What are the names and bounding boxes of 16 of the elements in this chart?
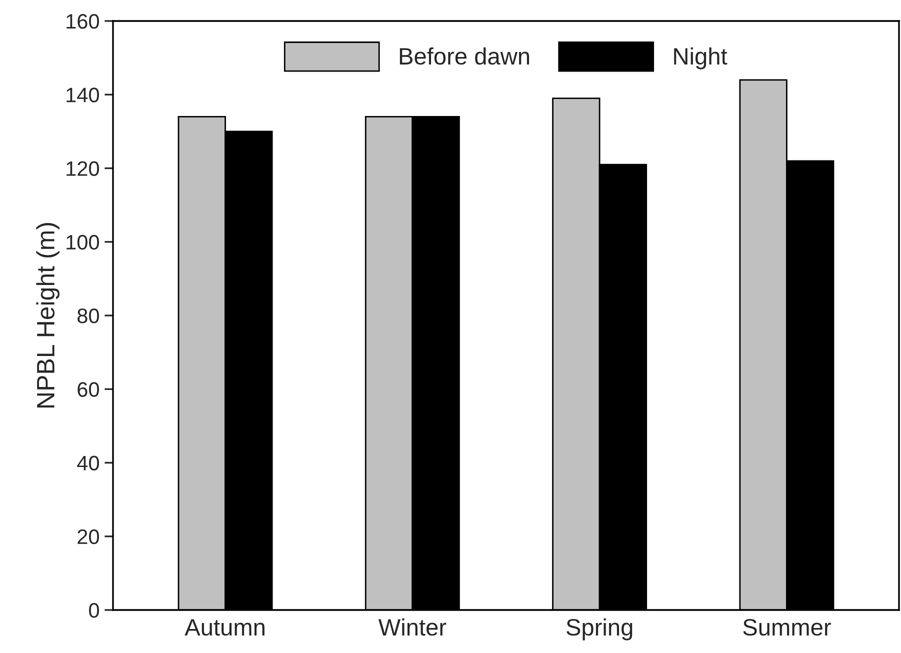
y-axis-title: NPBL Height (m)	[36, 223, 60, 408]
legend-label: Night	[674, 47, 728, 70]
y-tick-label: 120	[66, 161, 99, 176]
y-tick-label: 160	[66, 14, 99, 29]
y-tick-label: 20	[78, 529, 99, 544]
x-tick-label: Spring	[566, 618, 632, 640]
y-tick-label: 140	[66, 88, 99, 102]
y-tick-label: 80	[78, 308, 99, 324]
x-tick-label: Summer	[743, 618, 831, 636]
legend-label: Before dawn	[400, 47, 530, 65]
y-tick-label: 0	[89, 603, 99, 618]
y-tick-label: 60	[78, 382, 99, 397]
y-tick-label: 100	[66, 234, 99, 250]
y-tick-label: 40	[77, 456, 99, 471]
x-tick-label: Autumn	[184, 619, 264, 636]
x-tick-label: Winter	[378, 618, 446, 636]
